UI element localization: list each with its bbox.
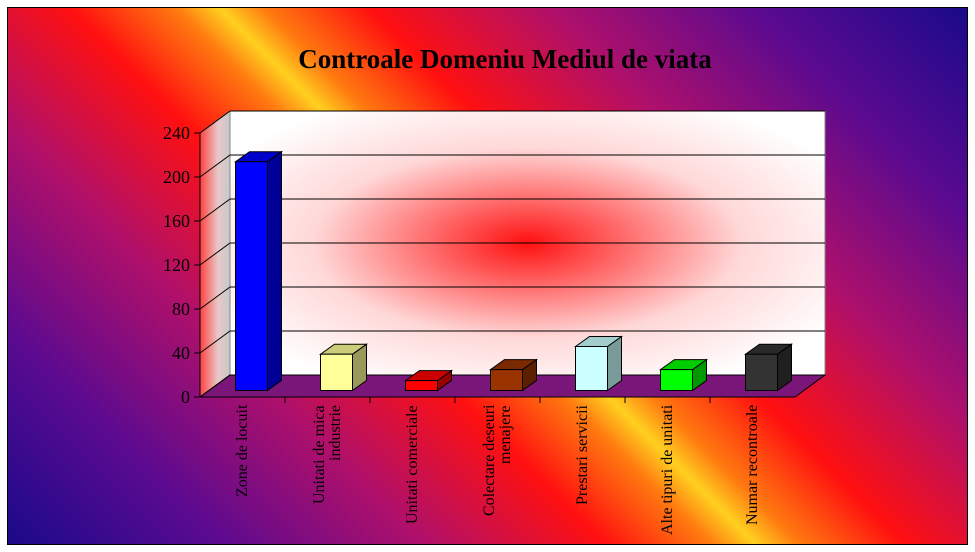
grid-line <box>199 154 231 178</box>
x-tick-label: Prestari servicii <box>573 405 591 505</box>
y-tick-label: 40 <box>172 343 190 363</box>
y-tick-label: 160 <box>163 211 190 231</box>
grid-line <box>199 286 231 310</box>
grid-line <box>199 374 231 398</box>
x-tick-label: Colectare deseuri menajere <box>480 405 514 517</box>
bar <box>490 369 523 392</box>
bar <box>745 353 778 392</box>
y-tick-label: 80 <box>172 299 190 319</box>
bar <box>575 346 608 391</box>
x-tick-label: Unitati de mica industrie <box>310 405 344 504</box>
y-tick-label: 0 <box>181 387 190 407</box>
y-tick-label: 200 <box>163 167 190 187</box>
grid-line <box>199 198 231 222</box>
grid-line <box>199 110 231 134</box>
y-tick-label: 240 <box>163 123 190 143</box>
bar <box>320 353 353 392</box>
grid-line <box>199 242 231 266</box>
bar <box>405 380 438 392</box>
x-tick-label: Zone de locuit <box>233 405 251 498</box>
bar-side <box>267 150 282 392</box>
x-tick-label: Alte tipuri de unitati <box>658 405 676 536</box>
y-tick-label: 120 <box>163 255 190 275</box>
grid-line <box>199 330 231 354</box>
x-tick-label: Numar recontroale <box>743 405 761 526</box>
chart-title: Controale Domeniu Mediul de viata <box>298 44 712 74</box>
bar <box>235 161 268 391</box>
bar <box>660 369 693 392</box>
x-tick-label: Unitati comerciale <box>403 405 421 524</box>
